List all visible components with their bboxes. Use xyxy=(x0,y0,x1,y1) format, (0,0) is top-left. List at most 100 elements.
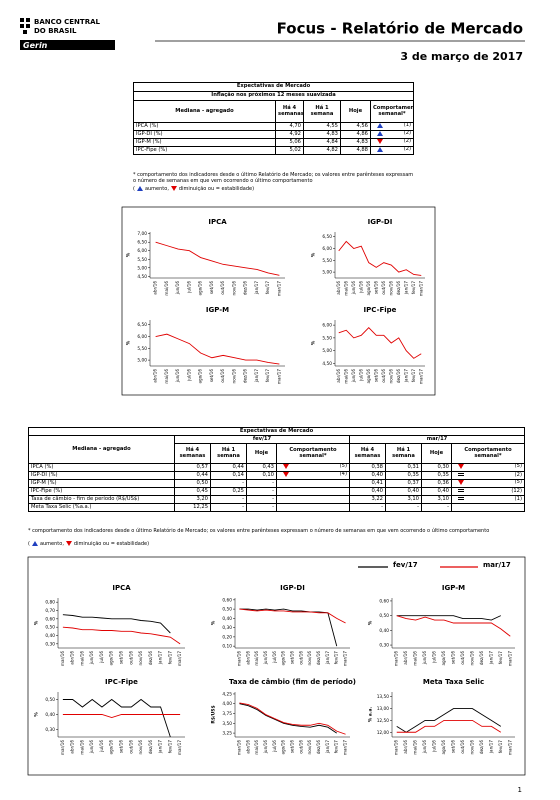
trend-icon xyxy=(283,464,289,470)
cell: 0,41 xyxy=(349,479,386,488)
x-tick-label: jan/17 xyxy=(254,369,259,383)
y-tick-label: 4,50 xyxy=(137,274,147,280)
x-tick-label: jul/16 xyxy=(186,369,191,382)
trend-icon xyxy=(458,480,464,486)
cell: 0,40 xyxy=(349,471,386,480)
x-tick-label: jun/16 xyxy=(175,369,180,384)
series-line xyxy=(396,615,502,621)
x-tick-label: jun/16 xyxy=(351,369,356,384)
trend-icon xyxy=(65,541,72,546)
x-tick-label: mai/16 xyxy=(413,651,418,666)
row: IGP-M (%) 5,06 4,84 4,83 (2) xyxy=(133,138,415,147)
x-tick-label: set/16 xyxy=(373,281,378,294)
x-tick-label: fev/17 xyxy=(167,651,172,665)
x-tick-label: fev/17 xyxy=(334,651,339,665)
x-tick-label: jul/16 xyxy=(358,369,363,382)
series-line xyxy=(396,615,511,637)
x-tick-label: set/16 xyxy=(290,651,295,664)
cell: 4,92 xyxy=(275,130,304,139)
cell: 0,43 xyxy=(246,463,277,472)
cell: 0,14 xyxy=(210,471,247,480)
x-tick-label: abr/16 xyxy=(336,369,341,383)
x-tick-label: ago/16 xyxy=(281,740,286,755)
y-tick-label: 0,30 xyxy=(45,727,55,733)
x-tick-label: set/16 xyxy=(451,651,456,664)
column-header: Há 1 semana xyxy=(210,443,247,464)
x-tick-label: fev/17 xyxy=(498,740,503,754)
chart-title: IPCA xyxy=(208,218,227,226)
trend-icon xyxy=(458,496,464,500)
y-tick-label: 3,75 xyxy=(222,711,232,717)
legend-text: diminuição ou = estabilidade) xyxy=(178,186,255,192)
y-tick-label: 12,50 xyxy=(377,718,390,724)
weeks: (12) xyxy=(511,487,523,494)
series-line xyxy=(338,327,422,359)
cell: 0,35 xyxy=(385,471,422,480)
cell: - xyxy=(385,503,422,512)
series-line xyxy=(62,698,171,738)
table: Expectativas de Mercado Mediana - agregad… xyxy=(27,427,526,512)
series-line xyxy=(62,714,181,718)
x-tick-label: jan/17 xyxy=(325,740,330,754)
x-tick-label: out/16 xyxy=(460,651,465,665)
y-axis-label: % xyxy=(34,712,40,717)
x-tick-label: dez/16 xyxy=(316,651,321,666)
x-tick-label: abr/16 xyxy=(153,281,158,295)
trend-icon xyxy=(283,472,289,478)
y-tick-label: 4,25 xyxy=(222,691,232,697)
x-tick-label: set/16 xyxy=(373,369,378,382)
x-tick-label: mar/16 xyxy=(394,651,399,666)
cell: - xyxy=(210,503,247,512)
weeks: (2) xyxy=(403,146,412,153)
x-tick-label: ago/16 xyxy=(366,369,371,384)
x-tick-label: dez/16 xyxy=(316,740,321,755)
x-tick-label: nov/16 xyxy=(388,369,393,384)
row-name: IPCA (%) xyxy=(133,122,276,131)
trend-cell: (5) xyxy=(276,463,350,472)
trend-cell: (2) xyxy=(450,471,526,480)
x-tick-label: jun/16 xyxy=(175,281,180,296)
x-tick-label: set/16 xyxy=(290,740,295,753)
chart-title: IGP-DI xyxy=(368,218,393,226)
y-axis-label: % xyxy=(34,620,40,625)
x-tick-label: jan/17 xyxy=(325,651,330,665)
series-line xyxy=(239,703,337,734)
trend-cell: (1) xyxy=(369,122,415,131)
trend-cell: (5) xyxy=(450,463,526,472)
x-tick-label: set/16 xyxy=(209,281,214,294)
weeks: (2) xyxy=(403,138,412,145)
series-line xyxy=(62,626,181,645)
series-line xyxy=(239,702,346,735)
x-tick-label: jan/17 xyxy=(158,651,163,665)
series-line xyxy=(396,719,502,733)
cell: 0,44 xyxy=(210,463,247,472)
row: IPCA (%) 0,57 0,44 0,43 (5) 0,38 0,31 0,30 (5) xyxy=(28,463,526,472)
x-tick-label: mar/17 xyxy=(276,369,281,384)
weeks: (5) xyxy=(339,463,347,470)
x-tick-label: mar/16 xyxy=(394,740,399,755)
legend-text: aumento, xyxy=(144,186,169,192)
cell: 4,83 xyxy=(303,130,341,139)
x-tick-label: jun/16 xyxy=(263,651,268,666)
x-tick-label: out/16 xyxy=(381,369,386,383)
chart-title: IPCA xyxy=(112,584,131,592)
legend-text: ( xyxy=(28,541,30,547)
y-tick-label: 13,00 xyxy=(377,706,390,712)
y-tick-label: 0,50 xyxy=(45,697,55,703)
cell: - xyxy=(210,495,247,504)
x-tick-label: fev/17 xyxy=(265,369,270,383)
row: IPCA (%) 4,70 4,55 4,56 (1) xyxy=(133,122,415,131)
column-header: Mediana - agregado xyxy=(28,435,175,464)
x-tick-label: fev/17 xyxy=(411,369,416,383)
y-tick-label: 0,80 xyxy=(45,600,55,606)
row-name: IGP-DI (%) xyxy=(133,130,276,139)
y-axis-label: % xyxy=(368,620,374,625)
x-tick-label: ago/16 xyxy=(366,281,371,296)
cell: - xyxy=(246,479,277,488)
y-axis-label: % xyxy=(126,340,132,345)
x-tick-label: abr/16 xyxy=(153,369,158,383)
x-tick-label: fev/17 xyxy=(498,651,503,665)
row: IPC-Fipe (%) 5,02 4,82 4,88 (2) xyxy=(133,146,415,155)
column-header: Há 1 semana xyxy=(385,443,422,464)
x-tick-label: out/16 xyxy=(298,740,303,754)
